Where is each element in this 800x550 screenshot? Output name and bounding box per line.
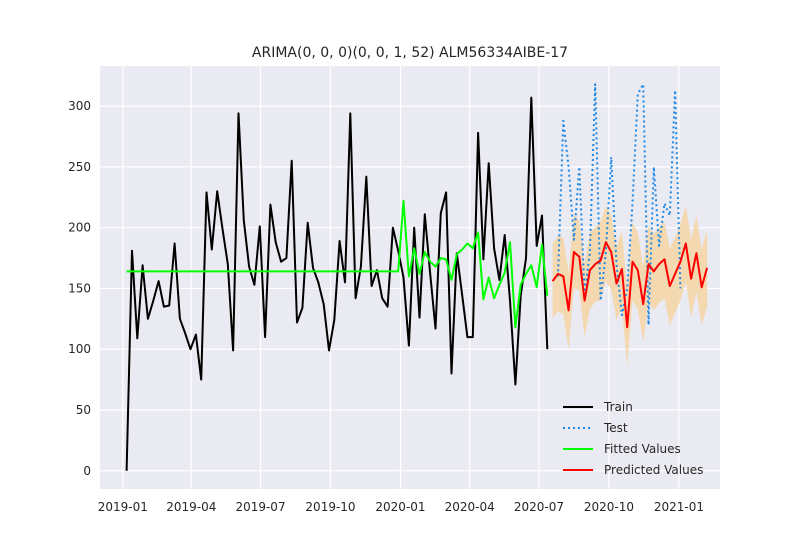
- y-tick-label: 100: [68, 342, 91, 356]
- fitted-series-line: [126, 199, 549, 329]
- x-tick-label: 2019-01: [98, 500, 148, 514]
- y-tick-label: 250: [68, 160, 91, 174]
- legend-item-train: Train: [563, 400, 633, 414]
- x-tick-label: 2020-10: [584, 500, 634, 514]
- y-tick-label: 0: [83, 464, 91, 478]
- x-tick-label: 2021-01: [654, 500, 704, 514]
- legend-item-test: Test: [563, 421, 628, 435]
- predicted-series-line: [551, 241, 709, 329]
- legend: Train Test Fitted Values Predicted Values: [563, 400, 703, 477]
- legend-item-predicted: Predicted Values: [563, 463, 703, 477]
- series-layer: [125, 83, 709, 471]
- legend-label: Test: [603, 421, 628, 435]
- x-tick-label: 2019-10: [305, 500, 355, 514]
- y-tick-label: 50: [76, 403, 91, 417]
- x-tick-label: 2020-07: [514, 500, 564, 514]
- x-tick-label: 2019-04: [166, 500, 216, 514]
- tick-label-layer: 2019-01 2019-04 2019-07 2019-10 2020-01 2020-…: [68, 99, 704, 514]
- x-tick-label: 2019-07: [235, 500, 285, 514]
- chart-title: ARIMA(0, 0, 0)(0, 0, 1, 52) ALM56334AIBE…: [252, 45, 568, 61]
- test-series-line: [557, 83, 682, 326]
- x-tick-label: 2020-01: [375, 500, 425, 514]
- legend-item-fitted: Fitted Values: [563, 442, 681, 456]
- y-tick-label: 200: [68, 221, 91, 235]
- legend-label: Fitted Values: [604, 442, 681, 456]
- y-tick-label: 300: [68, 99, 91, 113]
- x-tick-label: 2020-04: [445, 500, 495, 514]
- train-series-line: [125, 96, 549, 471]
- legend-label: Train: [603, 400, 633, 414]
- legend-label: Predicted Values: [604, 463, 703, 477]
- grid-layer: [100, 66, 720, 489]
- y-tick-label: 150: [68, 281, 91, 295]
